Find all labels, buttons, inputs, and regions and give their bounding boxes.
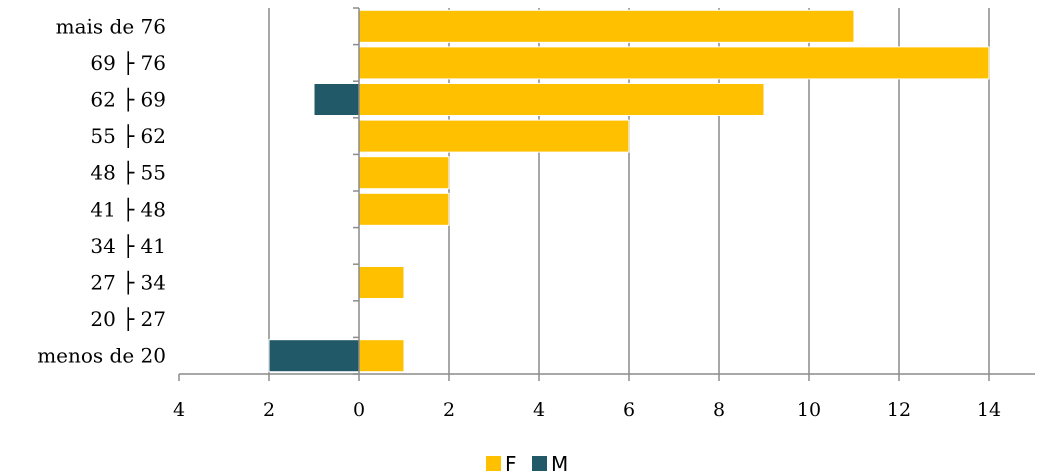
x-tick-label: 6 — [623, 399, 635, 421]
legend-swatch-f — [486, 456, 501, 471]
bar-f-5 — [358, 156, 450, 190]
bar-f-9 — [358, 9, 855, 43]
bars — [268, 9, 990, 373]
x-tick-label: 2 — [263, 399, 275, 421]
x-tick-label: 10 — [797, 399, 821, 421]
category-label: 48 ├ 55 — [90, 161, 166, 185]
category-label: mais de 76 — [56, 14, 166, 38]
x-tick-label: 4 — [173, 399, 185, 421]
legend-label-m: M — [551, 452, 568, 473]
category-labels: menos de 20 20 ├ 27 27 ├ 34 34 ├ 41 41 ├ 48 4… — [37, 14, 166, 367]
bar-m-0 — [268, 339, 360, 373]
legend-swatch-m — [532, 456, 547, 471]
category-label: 55 ├ 62 — [90, 124, 166, 148]
category-label: 34 ├ 41 — [90, 234, 166, 258]
x-tick-label: 0 — [353, 399, 365, 421]
category-label: 69 ├ 76 — [90, 51, 166, 75]
bar-f-2 — [358, 265, 405, 300]
x-tick-label: 14 — [977, 399, 1001, 421]
bar-f-0 — [358, 339, 405, 373]
x-tick-label: 2 — [443, 399, 455, 421]
bar-f-8 — [358, 46, 990, 80]
legend-label-f: F — [505, 452, 517, 473]
category-label: 20 ├ 27 — [90, 307, 166, 331]
category-label: menos de 20 — [37, 344, 166, 368]
category-label: 41 ├ 48 — [90, 197, 166, 221]
axes — [178, 7, 1035, 381]
x-tick-label: 12 — [887, 399, 911, 421]
category-label: 62 ├ 69 — [90, 88, 166, 112]
x-tick-label: 4 — [533, 399, 545, 421]
bar-f-4 — [358, 192, 450, 226]
bar-m-7 — [313, 82, 360, 117]
x-tick-label: 8 — [713, 399, 725, 421]
bar-f-7 — [358, 82, 765, 117]
category-label: 27 ├ 34 — [90, 271, 166, 295]
bar-f-6 — [358, 119, 630, 153]
x-tick-labels: 4 2 0 2 4 6 8 10 12 14 — [173, 399, 1001, 421]
